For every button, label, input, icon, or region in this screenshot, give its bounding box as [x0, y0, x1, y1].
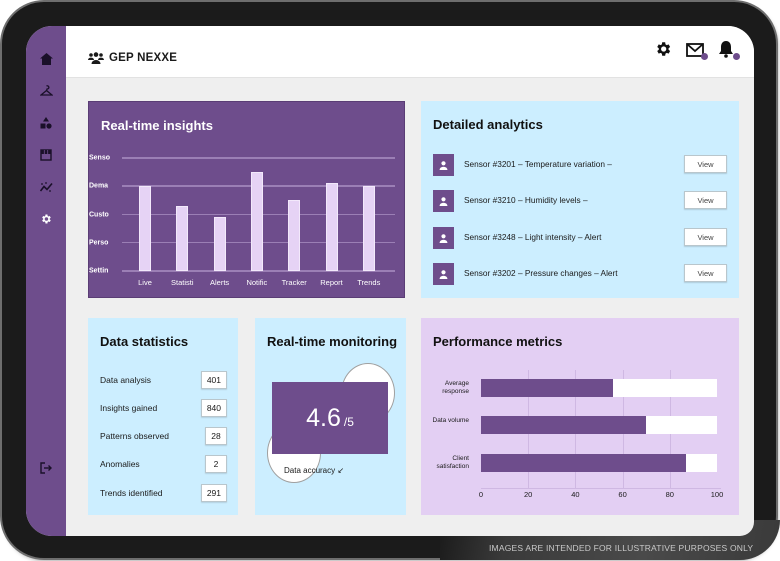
x-axis-label: Alerts	[210, 278, 230, 287]
chart-bar[interactable]	[288, 200, 301, 271]
store-icon[interactable]	[37, 146, 55, 164]
x-axis-label: Tracker	[281, 278, 307, 287]
x-axis-label: Live	[138, 278, 152, 287]
x-axis-tick: 0	[478, 490, 484, 499]
card-title: Detailed analytics	[433, 117, 543, 132]
stat-label: Data analysis	[100, 375, 152, 385]
stat-label: Insights gained	[100, 403, 158, 413]
y-axis-label: Dema	[89, 182, 109, 190]
stat-row: Data analysis 401	[100, 371, 227, 389]
detailed-analytics-card: Detailed analytics Sensor #3201 – Temper…	[421, 101, 739, 298]
chart-bar[interactable]	[139, 186, 151, 271]
stat-value: 840	[200, 399, 227, 417]
view-button[interactable]: View	[684, 264, 727, 282]
chart-bar[interactable]	[362, 186, 375, 271]
score-display: 4.6 /5	[272, 382, 388, 454]
stat-label: Trends identified	[100, 488, 163, 498]
y-axis-label: Client satisfaction	[436, 455, 469, 470]
bell-icon[interactable]	[718, 40, 740, 60]
top-icons	[654, 40, 740, 60]
y-axis-label: Average response	[442, 380, 469, 395]
top-bar: GEP NEXXE	[66, 26, 754, 78]
x-axis-label: Report	[320, 278, 343, 287]
notification-dot	[733, 53, 740, 60]
stat-row: Patterns observed 28	[100, 427, 227, 445]
data-accuracy-label: Data accuracy ↙	[284, 466, 345, 475]
home-icon[interactable]	[37, 50, 55, 68]
real-time-insights-card: Real-time insights Settin Perso Custo Dema S…	[88, 101, 405, 298]
view-button[interactable]: View	[684, 191, 727, 209]
dashboard-screen: GEP NEXXE Real-time insights Settin Perso…	[26, 26, 754, 536]
mail-icon[interactable]	[686, 40, 708, 60]
stat-value: 401	[200, 371, 227, 389]
stat-label: Anomalies	[100, 459, 140, 469]
x-axis-label: Statisti	[171, 278, 194, 287]
shapes-icon[interactable]	[37, 114, 55, 132]
x-axis-label: Notific	[246, 278, 268, 287]
stat-value: 28	[205, 427, 227, 445]
x-axis-tick: 40	[571, 490, 580, 499]
score-value: 4.6	[306, 403, 341, 432]
data-statistics-card: Data statistics Data analysis 401 Insigh…	[88, 318, 238, 515]
x-axis-tick: 60	[618, 490, 627, 499]
y-axis-label: Senso	[89, 154, 111, 162]
view-button[interactable]: View	[684, 228, 727, 246]
chart-bar[interactable]	[481, 416, 647, 434]
card-title: Data statistics	[100, 334, 189, 349]
disclaimer-text: IMAGES ARE INTENDED FOR ILLUSTRATIVE PUR…	[489, 543, 754, 553]
sensor-row: Sensor #3210 – Humidity levels – View	[433, 190, 729, 212]
view-button[interactable]: View	[684, 155, 727, 173]
x-axis-line	[481, 488, 721, 489]
x-axis-tick: 100	[710, 490, 724, 499]
brand[interactable]: GEP NEXXE	[88, 52, 177, 64]
card-title: Real-time monitoring	[267, 334, 398, 349]
plot-area	[481, 370, 717, 488]
user-avatar-icon	[433, 263, 454, 285]
card-title: Real-time insights	[101, 118, 213, 133]
chart-bar[interactable]	[250, 172, 263, 271]
sensor-text: Sensor #3202 – Pressure changes – Alert	[464, 268, 618, 278]
stat-value: 291	[200, 484, 227, 502]
team-icon	[88, 52, 104, 64]
performance-metrics-card: Performance metrics 0 20 40 60 80 100 Average r…	[421, 318, 739, 515]
chart-bar[interactable]	[481, 379, 614, 397]
user-avatar-icon	[433, 227, 454, 249]
gridline	[122, 157, 395, 159]
chart-bar[interactable]	[176, 206, 189, 271]
x-axis-label: Trends	[357, 278, 381, 287]
stat-value: 2	[205, 455, 227, 473]
sensor-text: Sensor #3210 – Humidity levels –	[464, 195, 588, 205]
stat-row: Trends identified 291	[100, 484, 227, 502]
y-axis-label: Settin	[89, 267, 109, 275]
card-title: Performance metrics	[433, 334, 563, 349]
sensor-row: Sensor #3202 – Pressure changes – Alert …	[433, 263, 729, 285]
x-axis-tick: 20	[524, 490, 533, 499]
sensor-text: Sensor #3201 – Temperature variation –	[464, 159, 612, 169]
mail-unread-dot	[701, 53, 708, 60]
sensor-text: Sensor #3248 – Light intensity – Alert	[464, 232, 602, 242]
brand-name: GEP NEXXE	[109, 52, 178, 64]
stat-row: Insights gained 840	[100, 399, 227, 417]
settings-icon[interactable]	[654, 40, 674, 60]
user-avatar-icon	[433, 190, 454, 212]
hanger-icon[interactable]	[37, 82, 55, 100]
stat-row: Anomalies 2	[100, 455, 227, 473]
real-time-monitoring-card: Real-time monitoring 4.6 /5 Data accurac…	[255, 318, 406, 515]
chart-bar[interactable]	[481, 454, 687, 472]
chart-bar[interactable]	[213, 217, 226, 271]
x-axis-tick: 80	[665, 490, 674, 499]
stat-label: Patterns observed	[100, 431, 169, 441]
logout-icon[interactable]	[37, 459, 55, 477]
y-axis-label: Data volume	[432, 417, 470, 424]
sensor-row: Sensor #3248 – Light intensity – Alert V…	[433, 227, 729, 249]
y-axis-label: Perso	[89, 239, 109, 247]
y-axis-label: Custo	[89, 211, 109, 218]
sensor-row: Sensor #3201 – Temperature variation – V…	[433, 154, 729, 176]
sidebar	[26, 26, 66, 536]
analytics-icon[interactable]	[37, 178, 55, 196]
chart-bar[interactable]	[325, 183, 338, 271]
user-avatar-icon	[433, 154, 454, 176]
score-max: /5	[343, 415, 354, 429]
gear-icon[interactable]	[37, 210, 55, 228]
